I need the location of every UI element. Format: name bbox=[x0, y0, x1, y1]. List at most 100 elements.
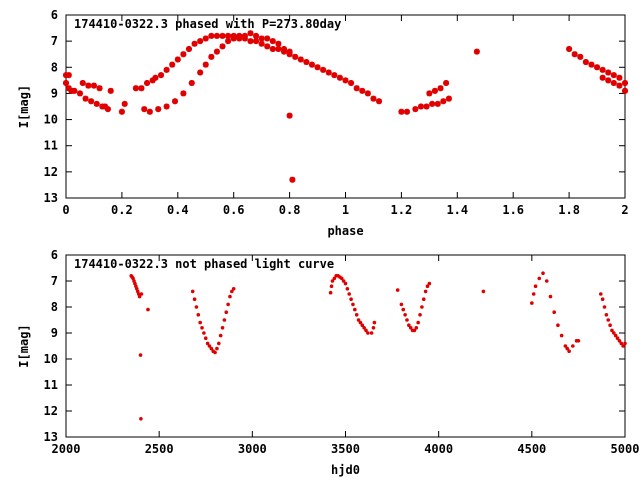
data-point bbox=[541, 271, 545, 276]
data-point bbox=[328, 290, 333, 295]
y-tick-label: 8 bbox=[51, 300, 58, 314]
y-tick-label: 13 bbox=[44, 430, 58, 444]
data-point bbox=[213, 350, 217, 355]
data-point bbox=[576, 339, 581, 343]
data-point bbox=[236, 32, 243, 39]
x-tick-label: 1.6 bbox=[502, 203, 524, 217]
data-point bbox=[552, 310, 556, 315]
data-point bbox=[370, 95, 377, 102]
x-tick-labels: 2000 2500 3000 3500 4000 4500 5000 bbox=[52, 442, 640, 456]
data-point bbox=[599, 74, 606, 81]
data-point bbox=[423, 103, 430, 110]
data-point bbox=[605, 69, 612, 76]
data-point bbox=[169, 61, 176, 68]
data-point bbox=[434, 100, 441, 107]
data-point bbox=[577, 53, 584, 60]
data-point bbox=[423, 289, 428, 294]
data-point bbox=[342, 77, 349, 84]
data-point bbox=[174, 56, 181, 63]
data-point bbox=[548, 294, 553, 299]
data-point bbox=[420, 305, 424, 309]
y-tick-label: 11 bbox=[44, 378, 58, 392]
data-point bbox=[90, 82, 97, 89]
data-point bbox=[253, 38, 260, 45]
data-point bbox=[264, 35, 271, 42]
y-tick-label: 12 bbox=[44, 404, 58, 418]
data-point bbox=[222, 318, 227, 322]
data-point bbox=[194, 305, 199, 309]
x-tick-label: 1.8 bbox=[558, 203, 580, 217]
data-point bbox=[604, 313, 609, 317]
data-point bbox=[205, 341, 210, 346]
data-point bbox=[275, 45, 282, 52]
data-point bbox=[364, 328, 368, 333]
x-axis-label: phase bbox=[327, 224, 363, 238]
data-point bbox=[537, 276, 542, 281]
data-point bbox=[224, 310, 229, 315]
data-point bbox=[559, 333, 564, 338]
data-point bbox=[258, 40, 265, 47]
data-point bbox=[241, 32, 248, 39]
data-point bbox=[347, 292, 352, 296]
data-point bbox=[138, 85, 145, 92]
data-point bbox=[96, 85, 103, 92]
data-point bbox=[617, 339, 622, 343]
data-point bbox=[612, 331, 616, 335]
data-point bbox=[336, 74, 343, 81]
data-point bbox=[225, 32, 232, 39]
data-point bbox=[163, 103, 170, 110]
data-point bbox=[208, 53, 215, 60]
data-point bbox=[606, 318, 611, 322]
data-point bbox=[613, 333, 618, 338]
data-point bbox=[416, 320, 420, 325]
data-point bbox=[610, 72, 617, 79]
data-point bbox=[196, 313, 201, 317]
data-point bbox=[88, 98, 95, 105]
x-tick-label: 5000 bbox=[611, 442, 640, 456]
data-point bbox=[610, 328, 614, 333]
data-point bbox=[197, 38, 204, 45]
data-point bbox=[412, 106, 419, 113]
x-tick-label: 2500 bbox=[145, 442, 174, 456]
plot-frame bbox=[65, 14, 626, 199]
data-point bbox=[219, 43, 226, 50]
data-point bbox=[431, 87, 438, 94]
y-tick-label: 10 bbox=[44, 113, 58, 127]
data-point bbox=[445, 95, 452, 102]
data-point bbox=[230, 35, 237, 42]
data-point bbox=[356, 318, 361, 322]
data-point bbox=[621, 344, 625, 348]
data-point bbox=[63, 79, 69, 86]
data-point bbox=[185, 45, 192, 52]
data-point bbox=[533, 284, 538, 289]
y-axis-label: I[mag] bbox=[17, 85, 31, 128]
data-point bbox=[615, 336, 620, 341]
data-point bbox=[600, 297, 605, 302]
data-point bbox=[137, 294, 142, 299]
data-point bbox=[107, 87, 114, 94]
data-point bbox=[605, 77, 612, 84]
data-point bbox=[366, 331, 370, 335]
data-point bbox=[345, 287, 350, 291]
data-point bbox=[275, 40, 282, 47]
data-point bbox=[425, 284, 430, 289]
data-point bbox=[332, 276, 337, 281]
data-point bbox=[594, 64, 601, 71]
data-point bbox=[481, 289, 486, 294]
data-point bbox=[163, 66, 170, 73]
data-point bbox=[93, 100, 100, 107]
y-tick-label: 8 bbox=[51, 60, 58, 74]
data-point bbox=[228, 294, 232, 299]
data-points bbox=[63, 30, 628, 183]
data-point bbox=[566, 45, 573, 52]
x-tick-label: 1.4 bbox=[446, 203, 468, 217]
data-point bbox=[85, 82, 92, 89]
data-point bbox=[152, 74, 159, 81]
data-point bbox=[426, 90, 433, 97]
data-point bbox=[395, 288, 400, 292]
data-point bbox=[202, 35, 209, 42]
data-point bbox=[215, 346, 219, 351]
data-point bbox=[200, 326, 204, 330]
data-point bbox=[230, 289, 234, 294]
